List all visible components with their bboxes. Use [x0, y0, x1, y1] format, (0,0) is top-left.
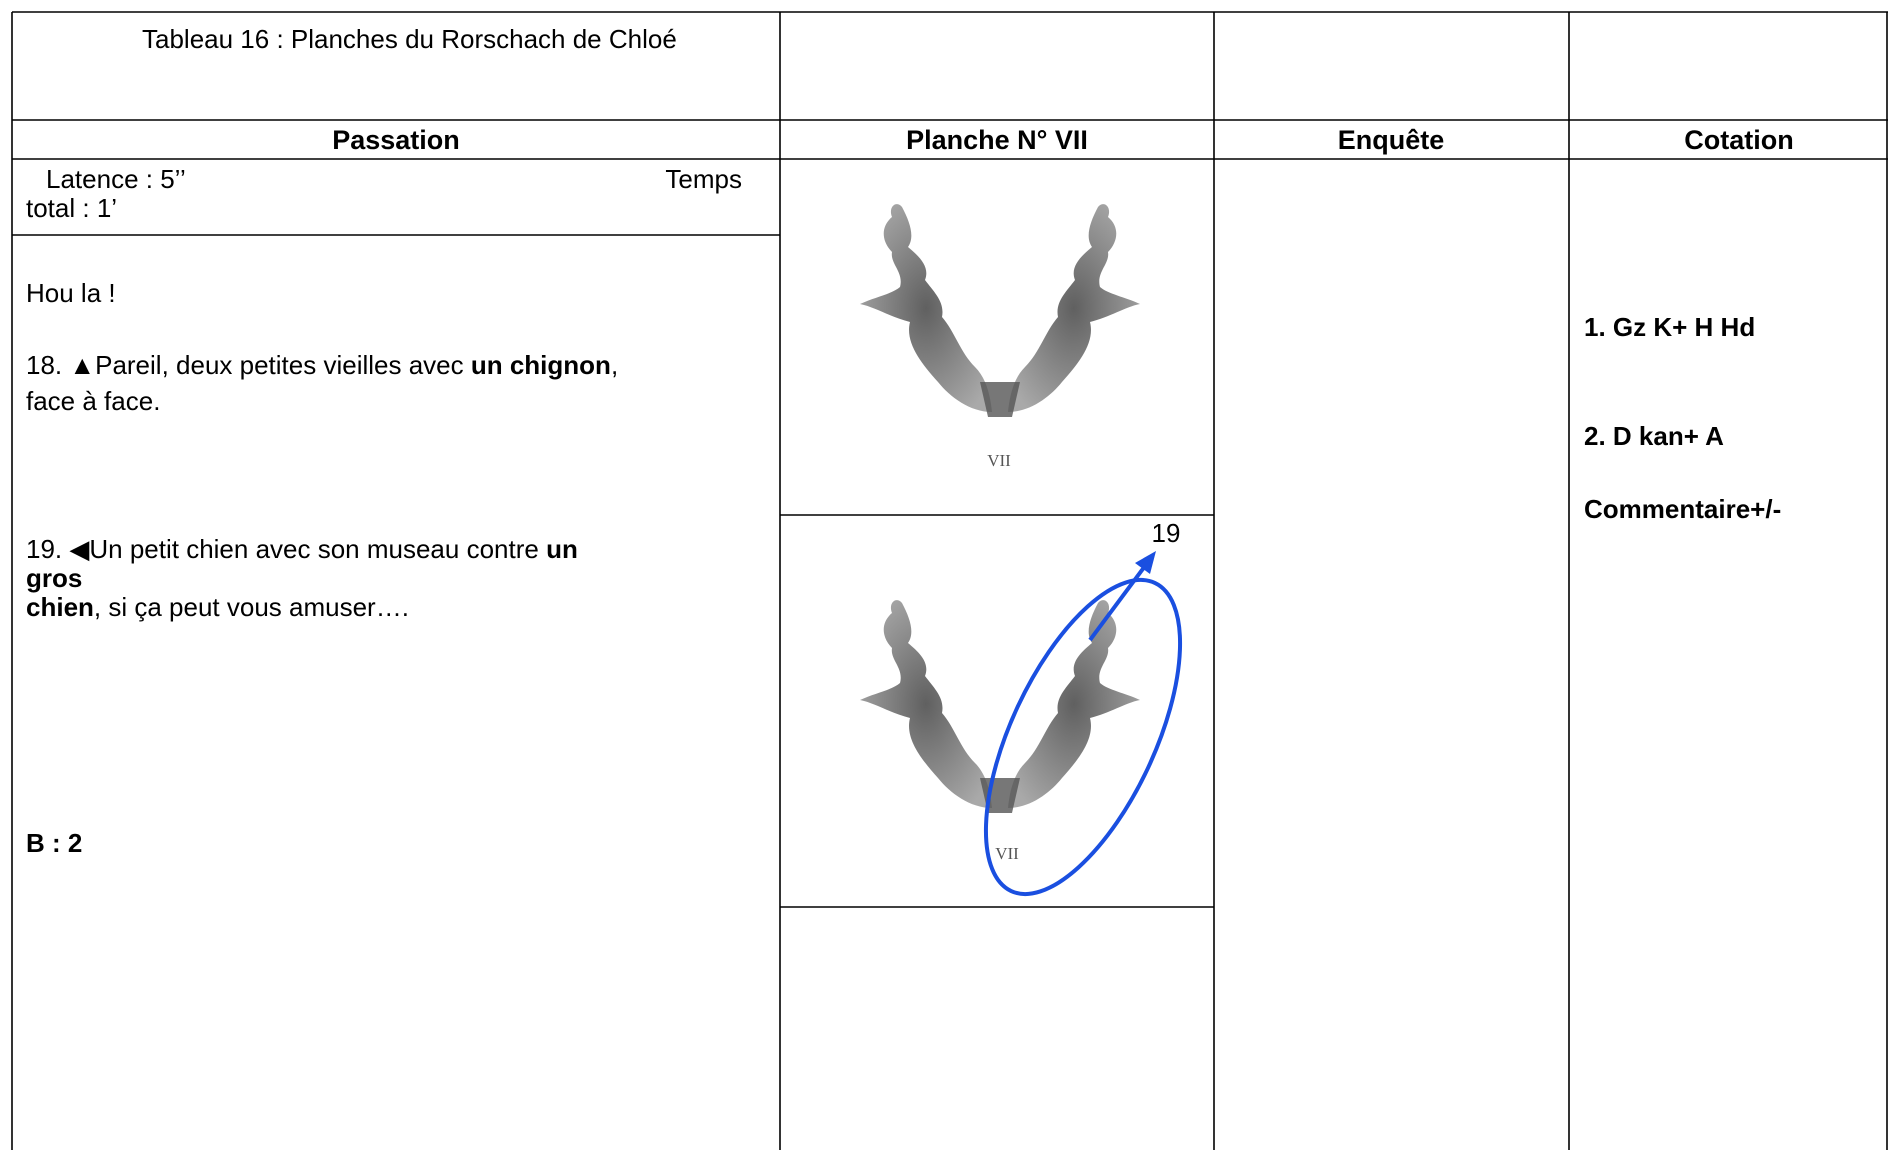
text-run: face à face. [26, 386, 160, 416]
text-run: un chignon [471, 350, 611, 380]
response-line: gros [26, 563, 82, 593]
plate-label: VII [995, 844, 1019, 863]
table-grid [11, 11, 1888, 1150]
time-label: Temps [665, 164, 742, 194]
score: B : 2 [26, 828, 82, 858]
response-line: 18. ▲Pareil, deux petites vieilles avec … [26, 350, 618, 380]
total-time: total : 1’ [26, 193, 117, 223]
response-line: Hou la ! [26, 278, 116, 308]
inkblot [860, 204, 1140, 417]
text-run: Hou la ! [26, 278, 116, 308]
text-run: chien [26, 592, 94, 622]
annotation-number: 19 [1152, 518, 1181, 548]
response-line: 19. ◀Un petit chien avec son museau cont… [26, 534, 578, 564]
text-run: un [546, 534, 578, 564]
column-header: Enquête [1338, 125, 1445, 155]
table-caption: Tableau 16 : Planches du Rorschach de Ch… [142, 24, 677, 54]
text-run: 18. ▲Pareil, deux petites vieilles avec [26, 350, 471, 380]
response-line: chien, si ça peut vous amuser…. [26, 592, 409, 622]
column-header: Cotation [1684, 125, 1793, 155]
latency: Latence : 5’’ [46, 164, 186, 194]
coding: 1. Gz K+ H Hd [1584, 312, 1755, 342]
coding: 2. D kan+ A [1584, 421, 1724, 451]
text-run: gros [26, 563, 82, 593]
text-run: , [611, 350, 618, 380]
plate-label: VII [987, 451, 1011, 470]
column-header: Passation [332, 125, 460, 155]
annotation-mark [983, 551, 1183, 897]
column-header: Planche N° VII [906, 125, 1088, 155]
response-line: face à face. [26, 386, 160, 416]
text-run: 19. ◀Un petit chien avec son museau cont… [26, 534, 546, 564]
text-run: , si ça peut vous amuser…. [94, 592, 409, 622]
coding: Commentaire+/- [1584, 494, 1781, 524]
